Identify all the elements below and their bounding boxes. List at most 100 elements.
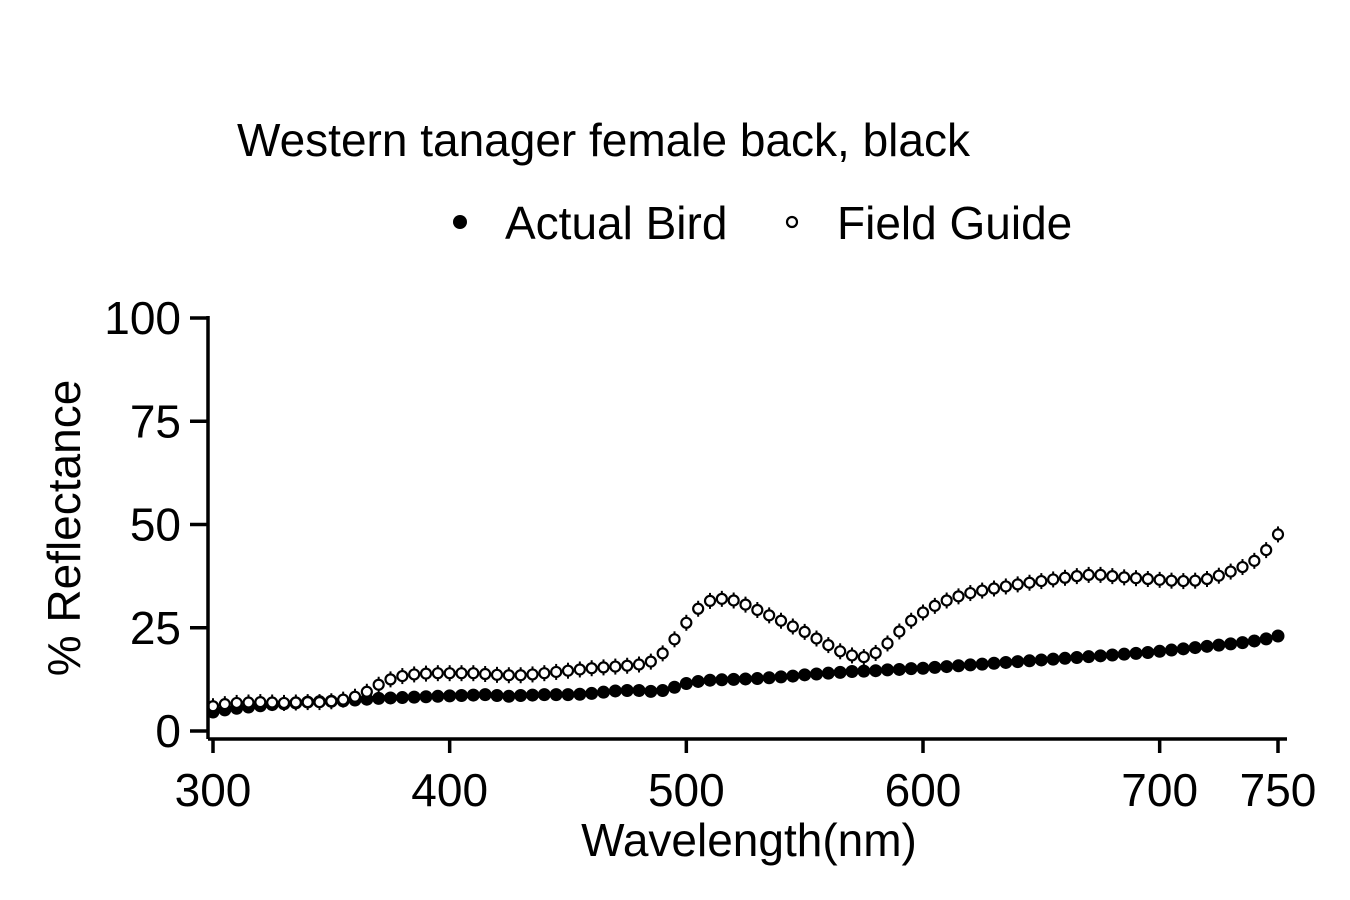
- data-point: [632, 684, 646, 698]
- data-point: [893, 625, 906, 638]
- data-point: [1153, 573, 1166, 586]
- data-point: [490, 668, 504, 681]
- data-point: [502, 689, 516, 703]
- data-point: [1046, 652, 1060, 666]
- data-point: [1070, 650, 1084, 664]
- data-point: [1129, 646, 1143, 660]
- legend-marker: [453, 215, 467, 229]
- data-point: [573, 663, 586, 676]
- data-point: [455, 667, 468, 680]
- data-point: [1023, 654, 1036, 668]
- data-point: [715, 592, 728, 605]
- data-point: [845, 665, 859, 679]
- data-point: [1176, 642, 1190, 656]
- data-point: [1023, 576, 1036, 589]
- data-point: [466, 688, 480, 702]
- data-point: [621, 659, 634, 672]
- data-point: [763, 609, 776, 622]
- data-point: [396, 669, 409, 683]
- data-point: [514, 688, 528, 702]
- data-point: [703, 673, 717, 687]
- data-point: [1106, 570, 1119, 583]
- data-point: [976, 584, 989, 597]
- y-tick-label: 100: [104, 292, 181, 344]
- data-point: [608, 684, 622, 698]
- data-point: [916, 661, 930, 675]
- data-point: [395, 691, 409, 705]
- data-point: [928, 660, 942, 674]
- y-tick-label: 50: [130, 499, 181, 551]
- data-point: [975, 657, 989, 671]
- data-point: [514, 669, 527, 682]
- data-point: [1177, 574, 1190, 588]
- x-tick-label: 700: [1121, 764, 1198, 816]
- y-axis-label: % Reflectance: [38, 380, 90, 677]
- data-point: [963, 658, 977, 672]
- data-point: [821, 666, 835, 680]
- data-point: [254, 695, 267, 709]
- data-point: [1260, 544, 1273, 557]
- data-point: [1094, 649, 1107, 663]
- data-point: [905, 614, 918, 627]
- data-point: [384, 673, 397, 686]
- data-point: [632, 658, 646, 671]
- data-point: [833, 665, 847, 679]
- data-point: [1129, 572, 1143, 585]
- data-point: [1118, 571, 1131, 584]
- data-point: [822, 638, 835, 652]
- data-point: [964, 586, 977, 600]
- data-point: [798, 668, 812, 682]
- data-point: [786, 669, 800, 683]
- data-point: [952, 659, 965, 673]
- data-point: [573, 687, 587, 701]
- data-point: [1141, 646, 1155, 660]
- data-point: [1224, 637, 1238, 651]
- data-point: [561, 688, 575, 702]
- data-point: [479, 667, 492, 681]
- data-point: [597, 661, 610, 674]
- data-point: [869, 646, 882, 660]
- data-point: [762, 671, 776, 685]
- data-point: [537, 688, 551, 702]
- data-point: [1212, 638, 1226, 652]
- series-actual-bird: [206, 629, 1285, 719]
- data-point: [810, 632, 823, 645]
- data-point: [1189, 574, 1202, 587]
- data-point: [727, 594, 740, 607]
- data-point: [952, 590, 965, 603]
- x-tick-label: 750: [1240, 764, 1317, 816]
- data-point: [561, 664, 575, 677]
- data-point: [1070, 570, 1083, 583]
- data-point: [266, 696, 279, 709]
- data-point: [999, 655, 1013, 669]
- data-point: [739, 672, 752, 686]
- data-point: [1236, 636, 1249, 650]
- data-point: [443, 667, 456, 680]
- data-point: [585, 686, 599, 700]
- data-point: [549, 688, 563, 702]
- data-point: [1082, 568, 1095, 581]
- data-point: [751, 603, 764, 617]
- data-point: [478, 688, 492, 702]
- data-point: [431, 689, 445, 703]
- data-point: [987, 656, 1001, 670]
- data-point: [916, 606, 930, 619]
- data-point: [703, 594, 717, 608]
- data-point: [1271, 629, 1285, 643]
- data-point: [869, 664, 883, 678]
- data-point: [1200, 572, 1214, 586]
- data-point: [526, 688, 539, 702]
- data-point: [691, 674, 705, 688]
- data-point: [786, 620, 799, 633]
- data-point: [419, 667, 433, 680]
- data-point: [443, 689, 457, 703]
- data-point: [1248, 554, 1261, 567]
- data-point: [892, 662, 906, 676]
- data-point: [1058, 651, 1072, 665]
- data-point: [656, 684, 670, 698]
- data-point: [692, 602, 705, 615]
- data-point: [242, 696, 255, 709]
- y-tick-label: 0: [155, 705, 181, 757]
- data-point: [845, 649, 859, 662]
